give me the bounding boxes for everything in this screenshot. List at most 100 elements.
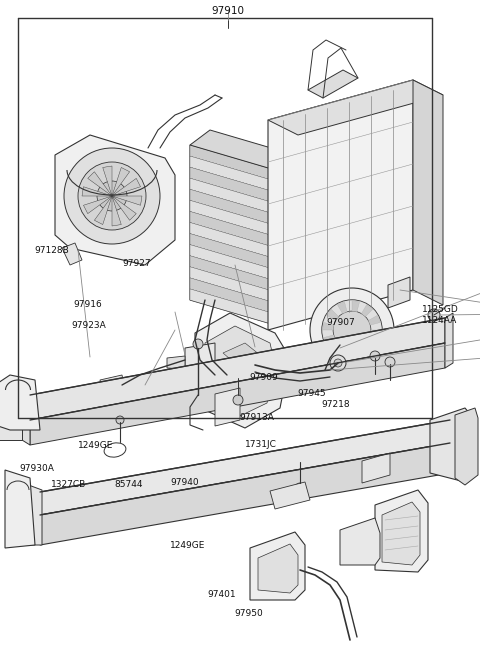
Text: 97940: 97940 — [170, 478, 199, 487]
Circle shape — [116, 416, 124, 424]
Text: 97910: 97910 — [212, 6, 244, 16]
Polygon shape — [112, 196, 136, 220]
Polygon shape — [22, 390, 30, 445]
Polygon shape — [323, 322, 334, 330]
Text: 97916: 97916 — [73, 300, 102, 309]
Polygon shape — [82, 187, 112, 196]
Polygon shape — [270, 482, 310, 509]
Polygon shape — [308, 70, 358, 98]
Polygon shape — [455, 408, 478, 485]
Polygon shape — [190, 223, 275, 259]
Polygon shape — [100, 375, 125, 395]
Polygon shape — [326, 309, 338, 320]
Polygon shape — [62, 243, 82, 265]
Polygon shape — [331, 343, 343, 356]
Text: 1249GE: 1249GE — [78, 441, 113, 450]
Polygon shape — [215, 388, 240, 426]
Polygon shape — [365, 339, 377, 351]
Polygon shape — [361, 305, 373, 316]
Circle shape — [333, 311, 371, 349]
Polygon shape — [324, 335, 336, 345]
Polygon shape — [368, 315, 380, 325]
Text: 97923A: 97923A — [71, 321, 106, 330]
Polygon shape — [128, 385, 153, 405]
Text: 1731JC: 1731JC — [245, 440, 276, 449]
Polygon shape — [190, 145, 275, 181]
Circle shape — [193, 339, 203, 349]
Polygon shape — [5, 470, 35, 548]
Polygon shape — [190, 156, 275, 192]
Polygon shape — [223, 343, 260, 365]
Polygon shape — [112, 178, 141, 196]
Polygon shape — [190, 189, 275, 225]
Circle shape — [295, 483, 305, 493]
Text: 97401: 97401 — [207, 590, 236, 599]
Polygon shape — [258, 544, 298, 593]
Circle shape — [428, 309, 440, 321]
Polygon shape — [0, 375, 40, 430]
Polygon shape — [352, 301, 360, 312]
Text: 97909: 97909 — [250, 373, 278, 382]
Polygon shape — [190, 255, 275, 291]
Polygon shape — [388, 277, 410, 308]
Polygon shape — [0, 390, 22, 440]
Polygon shape — [344, 348, 352, 360]
Polygon shape — [337, 301, 347, 314]
Circle shape — [334, 359, 342, 367]
Polygon shape — [370, 330, 382, 337]
Polygon shape — [413, 80, 443, 305]
Text: 97930A: 97930A — [19, 464, 54, 474]
Polygon shape — [382, 502, 420, 565]
Circle shape — [322, 300, 382, 360]
Polygon shape — [430, 408, 475, 482]
Polygon shape — [190, 145, 275, 325]
Polygon shape — [357, 346, 367, 358]
Circle shape — [370, 351, 380, 361]
Polygon shape — [88, 172, 112, 196]
Polygon shape — [268, 80, 443, 135]
Circle shape — [233, 395, 243, 405]
Circle shape — [97, 181, 127, 211]
Polygon shape — [190, 267, 275, 303]
Circle shape — [78, 162, 146, 230]
Polygon shape — [340, 518, 380, 565]
Polygon shape — [190, 167, 275, 203]
Polygon shape — [190, 200, 275, 236]
Text: 97945: 97945 — [298, 388, 326, 398]
Polygon shape — [195, 313, 290, 428]
Text: 97927: 97927 — [122, 259, 151, 269]
Text: 1249GE: 1249GE — [170, 541, 206, 550]
Polygon shape — [15, 480, 42, 545]
Polygon shape — [112, 196, 121, 226]
Polygon shape — [375, 490, 428, 572]
Circle shape — [385, 357, 395, 367]
Polygon shape — [250, 532, 305, 600]
Polygon shape — [112, 168, 130, 196]
Polygon shape — [30, 318, 445, 420]
Text: 97950: 97950 — [234, 609, 263, 618]
Text: 1125GD: 1125GD — [422, 305, 459, 314]
Polygon shape — [268, 80, 413, 330]
Circle shape — [310, 288, 394, 372]
Polygon shape — [55, 135, 175, 265]
Polygon shape — [205, 326, 275, 416]
Polygon shape — [445, 313, 453, 368]
Text: 97128B: 97128B — [35, 246, 69, 255]
Text: 85744: 85744 — [114, 479, 143, 489]
Polygon shape — [167, 356, 185, 369]
Polygon shape — [190, 234, 275, 270]
Polygon shape — [362, 453, 390, 483]
Text: 97907: 97907 — [326, 318, 355, 327]
Circle shape — [330, 355, 346, 371]
Circle shape — [64, 148, 160, 244]
Polygon shape — [40, 420, 450, 515]
Polygon shape — [84, 196, 112, 214]
Polygon shape — [190, 278, 275, 314]
Polygon shape — [190, 130, 295, 170]
Polygon shape — [112, 196, 142, 205]
Polygon shape — [190, 178, 275, 214]
Text: 1124AA: 1124AA — [422, 316, 457, 326]
Polygon shape — [190, 289, 275, 325]
Text: 97218: 97218 — [322, 400, 350, 409]
Polygon shape — [190, 245, 275, 281]
